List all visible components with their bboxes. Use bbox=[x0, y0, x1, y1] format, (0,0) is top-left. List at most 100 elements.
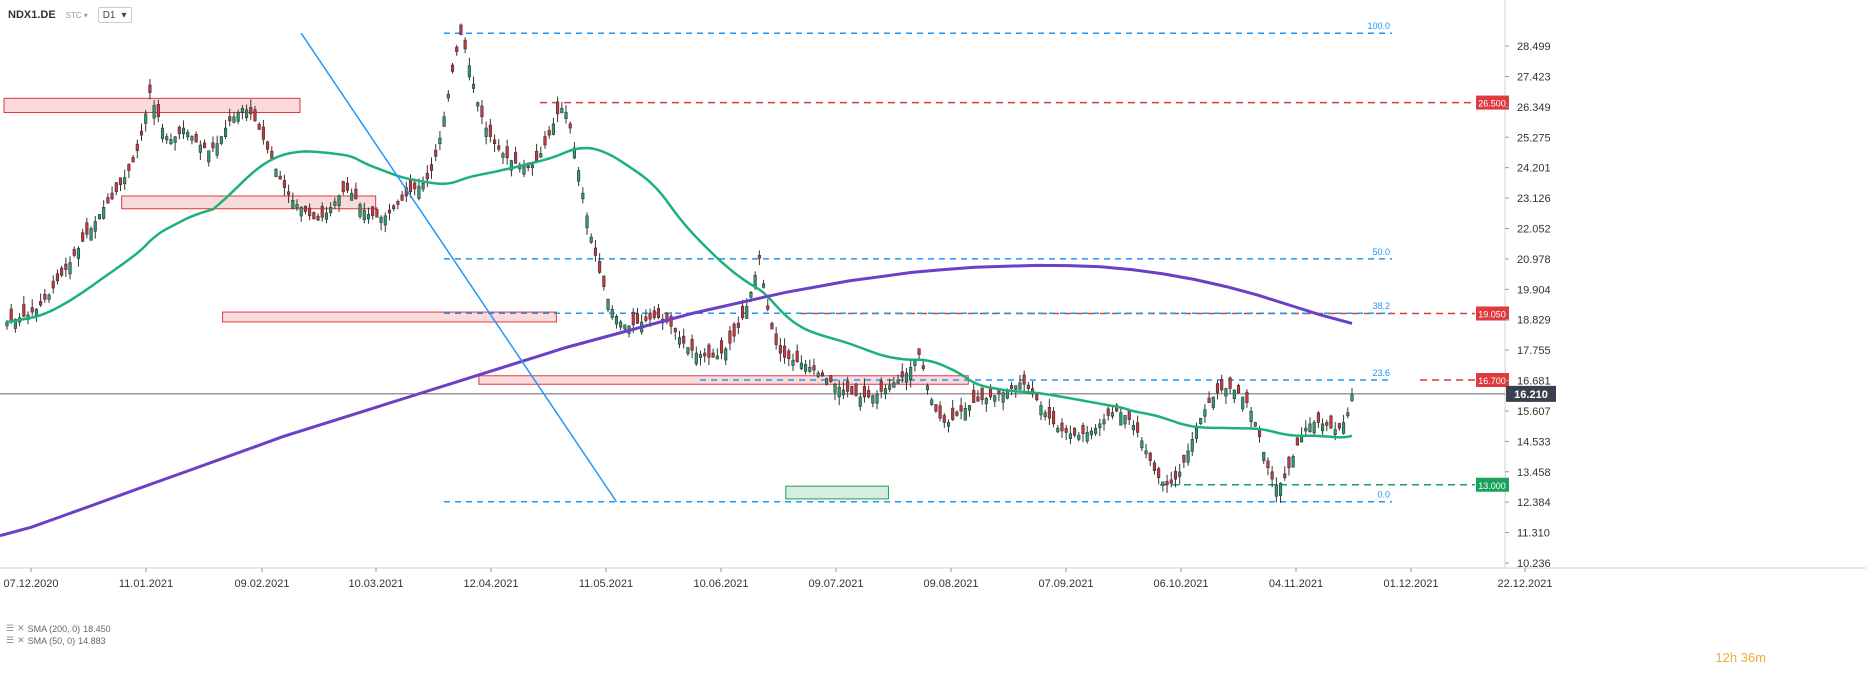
candle-body bbox=[758, 255, 761, 258]
candle-body bbox=[237, 112, 240, 121]
candle-body bbox=[1052, 411, 1055, 424]
candle-body bbox=[1124, 415, 1127, 424]
chevron-down-icon: ▾ bbox=[84, 11, 88, 20]
candle-body bbox=[233, 117, 236, 123]
indicator-sma200[interactable]: ☰ ✕ SMA (200, 0) 18.450 bbox=[6, 623, 111, 634]
candle-body bbox=[199, 145, 202, 152]
candle-body bbox=[964, 408, 967, 420]
candle-body bbox=[1271, 472, 1274, 479]
candle-body bbox=[1216, 384, 1219, 393]
candle-body bbox=[1317, 413, 1320, 423]
candle-body bbox=[439, 138, 442, 144]
candle-body bbox=[397, 201, 400, 204]
candle-body bbox=[136, 144, 139, 151]
list-icon: ☰ bbox=[6, 635, 14, 646]
x-tick-label: 09.07.2021 bbox=[808, 578, 863, 590]
candle-body bbox=[1036, 395, 1039, 400]
trendline[interactable] bbox=[301, 33, 616, 502]
candle-body bbox=[1208, 398, 1211, 403]
y-tick-label: 14.533 bbox=[1517, 436, 1551, 448]
close-icon[interactable]: ✕ bbox=[17, 623, 25, 634]
candle-body bbox=[1082, 425, 1085, 433]
candle-body bbox=[1212, 397, 1215, 408]
candle-body bbox=[556, 102, 559, 114]
candle-body bbox=[632, 312, 635, 325]
close-icon[interactable]: ✕ bbox=[17, 635, 25, 646]
timeframe-selector[interactable]: D1 ▾ bbox=[98, 7, 132, 23]
candle-body bbox=[703, 353, 706, 356]
y-tick-label: 15.607 bbox=[1517, 406, 1551, 418]
x-tick-label: 04.11.2021 bbox=[1269, 578, 1323, 590]
candle-body bbox=[586, 216, 589, 228]
candle-body bbox=[493, 140, 496, 144]
fib-level-label: 100.0 bbox=[1367, 21, 1390, 31]
candle-body bbox=[266, 142, 269, 149]
y-tick-label: 10.236 bbox=[1517, 558, 1551, 570]
candle-body bbox=[371, 207, 374, 216]
y-tick-label: 18.829 bbox=[1517, 315, 1551, 327]
candle-body bbox=[292, 200, 295, 208]
candle-body bbox=[161, 128, 164, 139]
candle-body bbox=[603, 276, 606, 287]
x-tick-label: 09.02.2021 bbox=[234, 578, 289, 590]
candle-body bbox=[569, 124, 572, 128]
candle-body bbox=[489, 125, 492, 136]
candle-body bbox=[39, 301, 42, 305]
candle-body bbox=[304, 206, 307, 211]
candle-body bbox=[750, 292, 753, 297]
candle-body bbox=[296, 204, 299, 207]
candle-body bbox=[624, 325, 627, 329]
candle-body bbox=[502, 154, 505, 158]
price-zone bbox=[223, 312, 557, 322]
candle-body bbox=[434, 150, 437, 156]
candle-body bbox=[1326, 422, 1329, 425]
candle-body bbox=[123, 178, 126, 184]
candle-body bbox=[552, 124, 555, 135]
candle-body bbox=[254, 110, 257, 121]
candle-body bbox=[140, 131, 143, 135]
candle-body bbox=[1006, 391, 1009, 398]
candle-body bbox=[540, 154, 543, 158]
candle-body bbox=[531, 165, 534, 168]
indicator-sma50[interactable]: ☰ ✕ SMA (50, 0) 14.883 bbox=[6, 635, 106, 646]
x-tick-label: 10.03.2021 bbox=[348, 578, 403, 590]
candle-body bbox=[86, 223, 89, 234]
x-tick-label: 01.12.2021 bbox=[1383, 578, 1438, 590]
candle-body bbox=[565, 112, 568, 118]
candle-body bbox=[107, 197, 110, 203]
candle-body bbox=[905, 373, 908, 382]
candle-body bbox=[334, 202, 337, 206]
candle-body bbox=[346, 183, 349, 190]
candle-body bbox=[216, 144, 219, 156]
candle-body bbox=[1162, 482, 1165, 485]
symbol-label[interactable]: NDX1.DE bbox=[8, 9, 56, 21]
candle-body bbox=[52, 281, 55, 288]
candle-body bbox=[342, 181, 345, 191]
candle-body bbox=[90, 229, 93, 241]
candle-body bbox=[1153, 463, 1156, 471]
candle-body bbox=[1069, 434, 1072, 439]
candle-body bbox=[695, 353, 698, 364]
candle-body bbox=[745, 306, 748, 318]
candle-body bbox=[174, 137, 177, 143]
candle-body bbox=[1254, 422, 1257, 426]
candle-body bbox=[229, 117, 232, 121]
candle-body bbox=[1220, 379, 1223, 389]
candle-body bbox=[1078, 435, 1081, 439]
trendline-segment bbox=[301, 33, 616, 502]
candle-body bbox=[1170, 480, 1173, 483]
candle-body bbox=[645, 317, 648, 321]
indicator-label: SMA (50, 0) bbox=[28, 636, 76, 646]
candle-body bbox=[212, 143, 215, 148]
candle-body bbox=[35, 309, 38, 315]
candle-body bbox=[476, 103, 479, 106]
data-source-dropdown[interactable]: STC ▾ bbox=[66, 11, 88, 20]
candle-body bbox=[455, 47, 458, 51]
candle-body bbox=[1279, 483, 1282, 495]
candle-body bbox=[207, 151, 210, 162]
candle-body bbox=[472, 84, 475, 88]
candle-body bbox=[1010, 385, 1013, 388]
y-tick-label: 25.275 bbox=[1517, 132, 1551, 144]
candle-body bbox=[607, 299, 610, 309]
